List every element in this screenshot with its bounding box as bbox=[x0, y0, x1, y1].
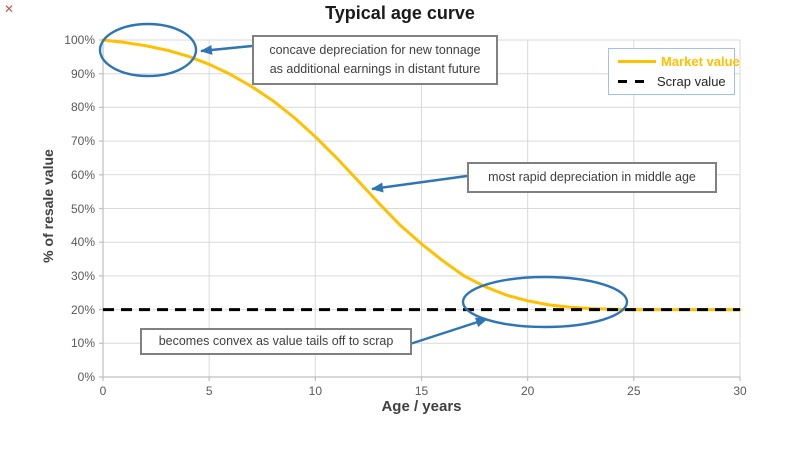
y-tick-label: 40% bbox=[70, 235, 95, 250]
legend: Market value Scrap value bbox=[608, 48, 740, 95]
arrow-concave bbox=[200, 44, 253, 55]
annotation-box-rapid: most rapid depreciation in middle age bbox=[467, 162, 717, 193]
highlight-ellipse-scrap-taper bbox=[461, 275, 629, 329]
x-tick-label: 10 bbox=[308, 384, 322, 398]
y-tick-label: 20% bbox=[70, 302, 95, 317]
legend-item-market-value: Market value bbox=[618, 54, 740, 69]
callout-decorations bbox=[98, 22, 629, 346]
x-tick-label: 0 bbox=[99, 384, 107, 398]
y-axis-title: % of resale value bbox=[40, 149, 56, 263]
x-tick-label: 25 bbox=[627, 384, 641, 398]
red-x-icon: ✕ bbox=[4, 2, 15, 16]
y-tick-label: 100% bbox=[64, 33, 95, 47]
arrow-convex bbox=[409, 317, 488, 346]
annotation-text-convex: becomes convex as value tails off to scr… bbox=[158, 334, 394, 348]
x-tick-label: 20 bbox=[520, 384, 535, 398]
x-axis-title: Age / years bbox=[381, 398, 462, 415]
y-tick-label: 50% bbox=[70, 201, 95, 216]
y-tick-label: 10% bbox=[70, 336, 95, 351]
y-tick-label: 0% bbox=[77, 370, 95, 384]
chart-title: Typical age curve bbox=[325, 3, 475, 23]
y-tick-label: 70% bbox=[70, 134, 95, 149]
y-tick-label: 60% bbox=[70, 167, 95, 182]
y-tick-label: 80% bbox=[70, 100, 95, 115]
legend-label-scrap-value: Scrap value bbox=[657, 74, 726, 89]
annotation-box-convex: becomes convex as value tails off to scr… bbox=[140, 328, 412, 355]
arrow-rapid bbox=[371, 174, 468, 193]
scrap-value-line-swatch bbox=[618, 80, 652, 83]
x-tick-label: 30 bbox=[733, 384, 747, 398]
annotation-text-concave-line1: concave depreciation for new tonnage bbox=[269, 43, 481, 57]
market-value-line-swatch bbox=[618, 60, 656, 63]
plot-canvas bbox=[98, 22, 742, 381]
legend-label-market-value: Market value bbox=[661, 54, 740, 69]
legend-item-scrap-value: Scrap value bbox=[618, 74, 734, 89]
x-tick-label: 5 bbox=[205, 384, 213, 398]
highlight-ellipse-new-tonnage bbox=[98, 22, 198, 78]
x-tick-label: 15 bbox=[414, 384, 429, 398]
y-tick-label: 90% bbox=[70, 66, 95, 81]
y-tick-label: 30% bbox=[70, 268, 95, 283]
annotation-box-concave: concave depreciation for new tonnage as … bbox=[252, 35, 498, 85]
annotation-text-rapid: most rapid depreciation in middle age bbox=[488, 170, 696, 184]
annotation-text-concave-line2: as additional earnings in distant future bbox=[269, 62, 481, 76]
